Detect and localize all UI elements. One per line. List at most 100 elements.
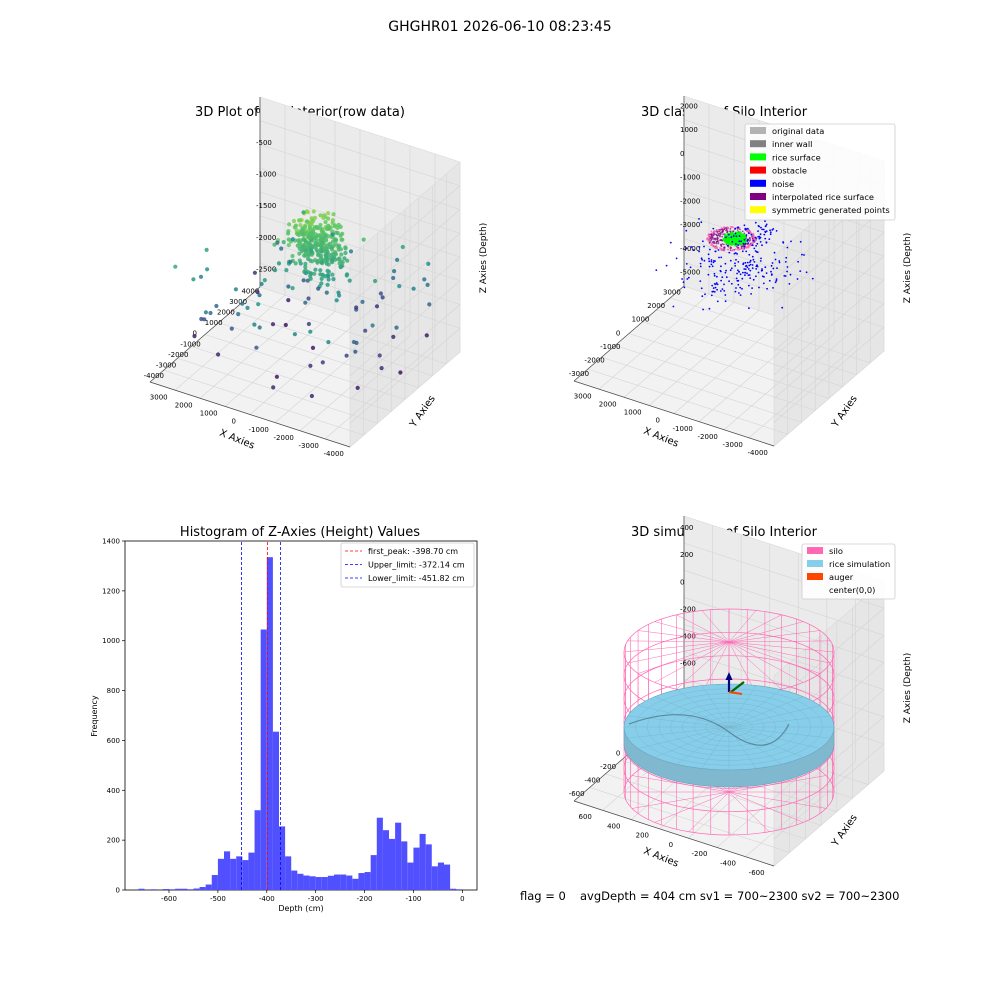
y-tick-label: 2000 <box>217 309 235 317</box>
histogram-bar <box>407 862 414 890</box>
noise-point <box>745 228 748 230</box>
grid-line <box>349 185 461 281</box>
data-point <box>290 253 295 259</box>
y-tick-label: 0 <box>116 887 120 895</box>
noise-point <box>785 256 788 259</box>
data-point <box>191 277 196 282</box>
roof-wire <box>728 610 757 643</box>
legend-label: rice simulation <box>829 559 890 569</box>
data-point <box>363 328 368 333</box>
panel4-legend-items: silo rice simulation auger center(0,0) <box>807 546 890 595</box>
data-point <box>392 269 397 274</box>
data-point <box>326 340 331 345</box>
noise-point <box>761 244 763 247</box>
roof-wire <box>701 610 730 643</box>
noise-point <box>742 263 745 266</box>
noise-point <box>765 223 768 226</box>
noise-point <box>756 242 759 245</box>
data-point <box>310 345 316 350</box>
grid-line <box>259 167 461 234</box>
noise-point <box>748 307 750 310</box>
noise-point <box>708 257 710 260</box>
panel1-ylabel: Y Axies <box>407 394 437 431</box>
histogram-bar <box>340 874 347 890</box>
noise-point <box>736 272 738 275</box>
rice-surface-point <box>742 240 745 244</box>
legend-swatch <box>750 179 766 187</box>
interpolated-point <box>732 230 735 233</box>
interpolated-point <box>721 235 724 238</box>
axis-line <box>149 381 351 448</box>
interpolated-point <box>719 228 722 231</box>
noise-point <box>771 262 774 264</box>
panel4-zlabel: Z Axies (Depth) <box>903 653 913 724</box>
x-tick-label: 2000 <box>175 401 193 409</box>
data-point <box>192 334 197 339</box>
histogram-bar <box>419 833 426 890</box>
noise-point <box>741 250 744 253</box>
grid-line <box>683 570 885 636</box>
histogram-bar <box>242 860 249 890</box>
interpolated-point <box>723 243 725 246</box>
interpolated-point <box>715 233 718 236</box>
noise-point <box>711 265 714 268</box>
roof-wire <box>627 640 730 643</box>
noise-point <box>715 282 718 284</box>
data-point <box>245 305 250 310</box>
wall-point <box>720 248 722 251</box>
grid-line <box>683 190 885 257</box>
noise-point <box>700 287 703 290</box>
data-point <box>284 268 289 273</box>
floor-wire <box>728 791 770 832</box>
rice-mesh-spoke <box>676 689 730 728</box>
wall-point <box>752 235 754 238</box>
noise-point <box>743 238 746 241</box>
histogram-bar <box>205 884 212 890</box>
noise-point <box>753 247 756 250</box>
data-point <box>347 278 352 283</box>
y-tick-label: 600 <box>107 737 120 745</box>
z-tick-label: 0 <box>680 150 684 158</box>
z-tick-label: -1000 <box>256 171 276 179</box>
data-point <box>301 237 306 242</box>
data-point <box>360 299 365 304</box>
wall-point <box>732 226 734 229</box>
legend-label: Upper_limit: -372.14 cm <box>368 561 465 570</box>
interpolated-point <box>729 249 732 252</box>
noise-point <box>755 275 757 278</box>
rice-mesh-spoke <box>728 689 782 728</box>
x-tick-label: 3000 <box>150 393 168 401</box>
histogram-bar <box>315 877 322 890</box>
data-point <box>255 289 260 295</box>
data-point <box>330 218 335 223</box>
noise-point <box>699 280 702 282</box>
noise-point <box>772 267 775 270</box>
y-tick-label: 0 <box>616 329 620 337</box>
legend-swatch <box>750 127 766 134</box>
noise-point <box>744 261 747 264</box>
noise-point <box>665 264 668 267</box>
noise-point <box>749 261 751 263</box>
interpolated-point <box>716 234 719 237</box>
noise-point <box>757 230 759 233</box>
noise-point <box>786 270 788 273</box>
interpolated-point <box>720 238 722 241</box>
noise-point <box>698 250 700 253</box>
wall-point <box>711 245 714 247</box>
data-point <box>326 216 331 221</box>
noise-point <box>765 272 768 274</box>
noise-point <box>707 253 710 256</box>
data-point <box>309 393 314 399</box>
noise-point <box>743 245 746 248</box>
histogram-bar <box>431 866 438 890</box>
noise-point <box>747 238 749 241</box>
noise-point <box>734 262 736 265</box>
z-tick-label: -4000 <box>680 245 700 253</box>
data-point <box>335 230 340 236</box>
noise-point <box>772 287 774 289</box>
grid-line <box>773 232 885 328</box>
legend-label: first_peak: -398.70 cm <box>368 547 458 556</box>
grid-line <box>598 293 710 390</box>
noise-point <box>683 286 686 289</box>
noise-point <box>759 241 762 243</box>
